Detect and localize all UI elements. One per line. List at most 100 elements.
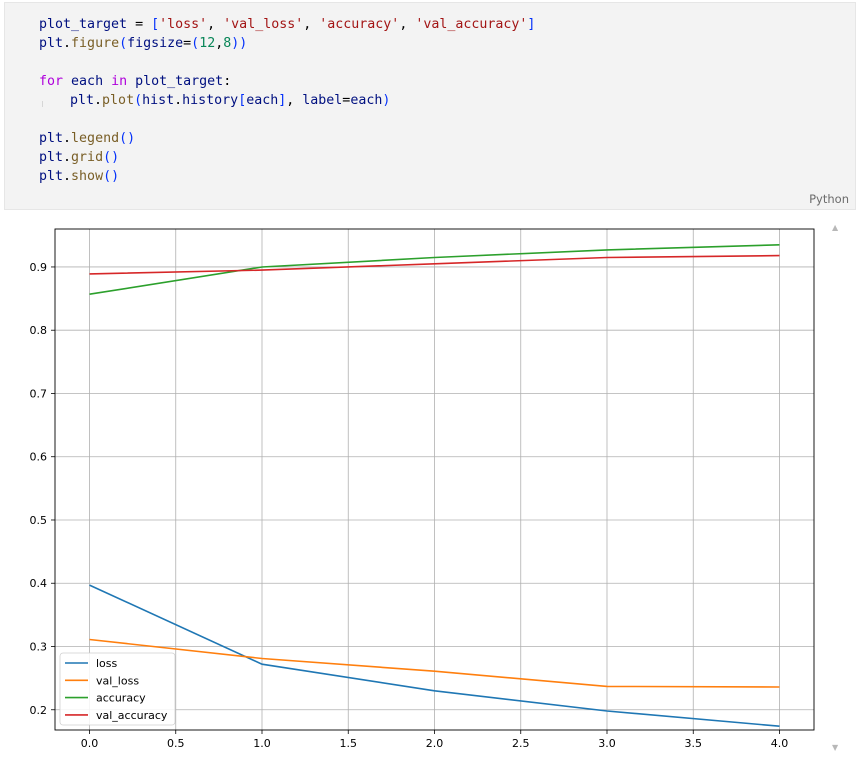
x-tick-label: 2.0 [426,737,444,750]
code-token: plt [39,36,64,51]
scroll-down-icon[interactable]: ▼ [832,743,839,752]
y-tick-label: 0.2 [30,704,48,717]
x-tick-label: 0.0 [81,737,99,750]
code-token: figsize [127,36,184,51]
code-line[interactable]: plt.show() [39,167,535,186]
legend-box [59,652,176,726]
code-token: plt [39,150,64,165]
code-token: [ [238,93,247,108]
series-line-accuracy [89,244,780,295]
code-token: 'loss' [159,17,208,32]
x-tick-label: 3.5 [685,737,703,750]
x-tick-label: 2.5 [512,737,530,750]
code-token: ] [527,17,536,32]
y-tick-label: 0.4 [30,577,48,590]
code-token [103,74,111,89]
code-token: 'val_loss' [223,17,304,32]
legend-label: loss [96,657,118,670]
y-tick-label: 0.5 [30,514,48,527]
code-token: () [103,150,120,165]
x-tick-label: 1.0 [253,737,271,750]
code-token: grid [71,150,104,165]
code-line[interactable]: plt.plot(hist.history[each], label=each) [39,91,535,110]
code-line[interactable]: plt.grid() [39,148,535,167]
x-tick-label: 4.0 [771,737,789,750]
code-token: () [103,169,120,184]
x-tick-label: 3.0 [598,737,616,750]
language-label[interactable]: Python [809,192,849,206]
code-token: ] [278,93,287,108]
code-token: = [127,17,152,32]
code-cell[interactable]: plot_target = ['loss', 'val_loss', 'accu… [4,2,856,210]
code-token: 8 [223,36,232,51]
code-line[interactable]: for each in plot_target: [39,72,535,91]
code-token: each [71,74,104,89]
y-tick-label: 0.3 [30,641,48,654]
plot-frame [54,228,815,731]
code-token: ( [134,93,143,108]
code-token: each [350,93,383,108]
x-tick-label: 0.5 [167,737,185,750]
code-token [63,74,71,89]
code-token: . [63,169,72,184]
legend-label: val_accuracy [96,709,168,722]
code-token: plt [70,93,95,108]
y-tick-label: 0.9 [30,261,48,274]
code-token: hist [142,93,175,108]
code-token: , [286,93,303,108]
code-line[interactable] [39,53,535,72]
code-token: plot [102,93,135,108]
code-token: ( [191,36,200,51]
code-token: plot_target [135,74,224,89]
y-tick-label: 0.8 [30,324,48,337]
code-token: . [94,93,103,108]
code-token: for [39,74,64,89]
series-line-val-loss [89,638,780,688]
code-token: label [302,93,343,108]
x-tick-label: 1.5 [340,737,358,750]
legend-label: val_loss [96,674,139,687]
code-line[interactable] [39,110,535,129]
code-line[interactable]: plot_target = ['loss', 'val_loss', 'accu… [39,15,535,34]
scroll-up-icon[interactable]: ▲ [832,223,839,232]
code-token: plot_target [39,17,128,32]
code-token: . [63,36,72,51]
code-token: ) [382,93,391,108]
code-token: , [215,36,224,51]
line-chart: 0.0 0.5 1.0 1.5 2.0 2.5 3.0 3.5 4.0 0.2 0.3 0.4 0.5 0… [30,228,815,750]
series-line-loss [89,584,780,727]
code-token: = [342,93,351,108]
series-line-val-accuracy [89,254,780,275]
code-token: ( [119,36,128,51]
code-token: in [111,74,128,89]
code-token: . [63,150,72,165]
code-token: show [71,169,104,184]
y-tick-label: 0.6 [30,451,48,464]
code-token: history [182,93,239,108]
code-token: () [119,131,136,146]
y-tick-label: 0.7 [30,387,48,400]
code-token: 12 [199,36,216,51]
code-token: plt [39,131,64,146]
code-token: , [207,17,224,32]
code-token: each [246,93,279,108]
code-token: , [303,17,320,32]
code-token: figure [71,36,120,51]
code-token [127,74,135,89]
code-token: = [183,36,192,51]
legend-label: accuracy [96,692,146,705]
code-token: )) [231,36,248,51]
code-token: . [63,131,72,146]
code-token: , [399,17,416,32]
code-line[interactable]: plt.figure(figsize=(12,8)) [39,34,535,53]
code-line[interactable]: plt.legend() [39,129,535,148]
cell-output: 0.0 0.5 1.0 1.5 2.0 2.5 3.0 3.5 4.0 0.2 0.3 0.4 0.5 0… [0,212,860,758]
code-token: plt [39,169,64,184]
code-token: 'val_accuracy' [415,17,528,32]
code-editor[interactable]: plot_target = ['loss', 'val_loss', 'accu… [39,15,535,186]
code-token: legend [71,131,120,146]
code-token: [ [151,17,160,32]
code-token: : [223,74,232,89]
code-token: 'accuracy' [319,17,400,32]
code-token: . [174,93,183,108]
